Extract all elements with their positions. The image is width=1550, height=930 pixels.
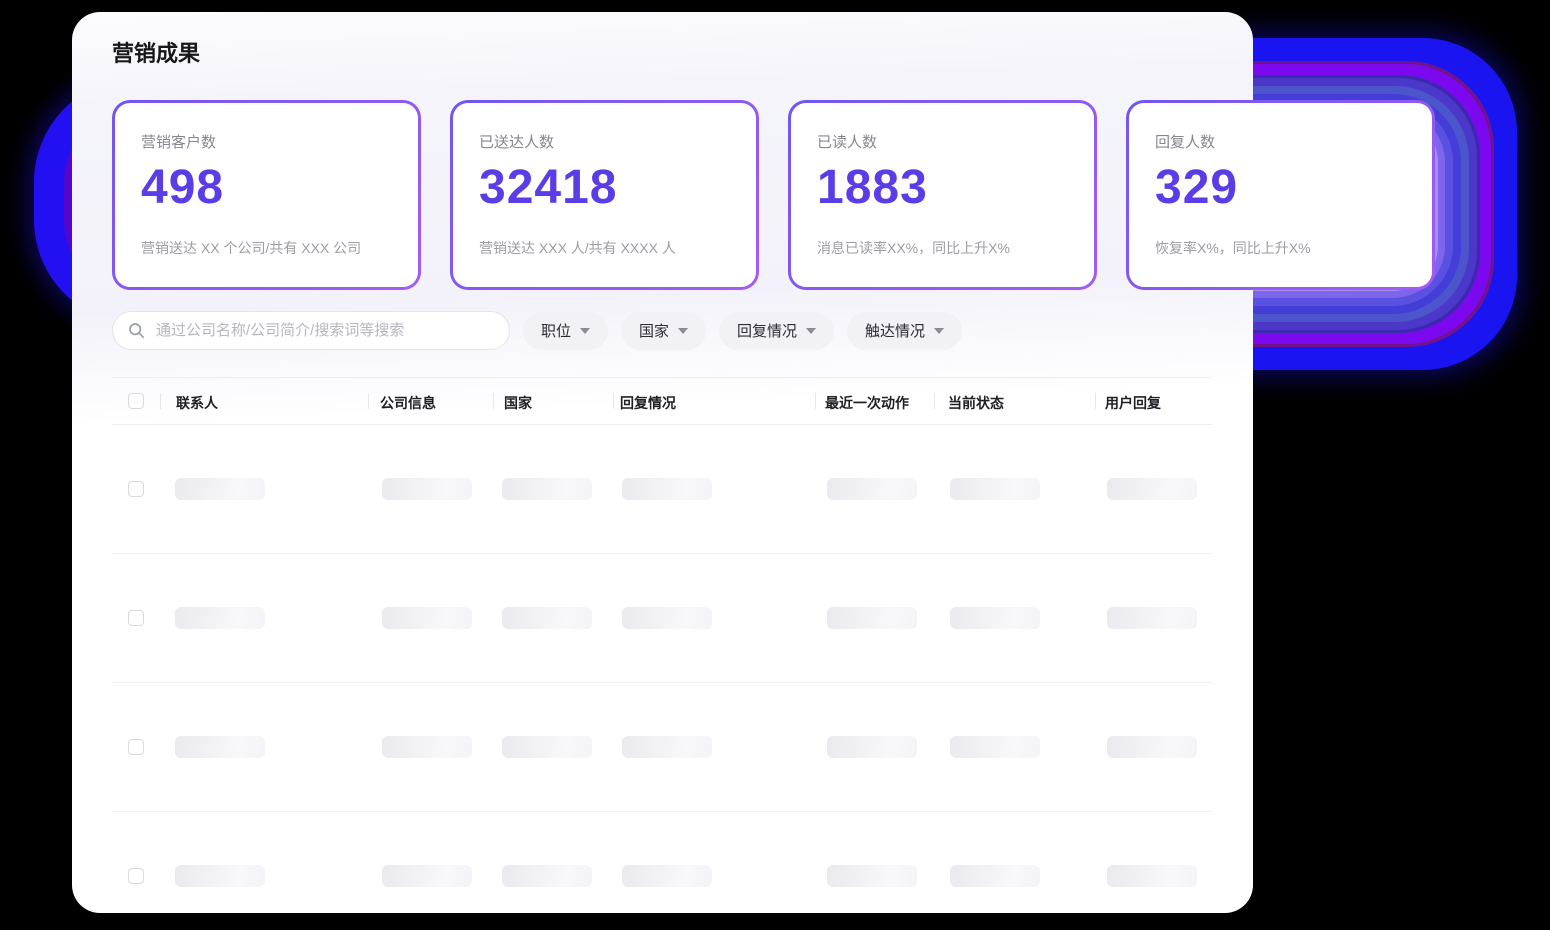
stat-desc: 恢复率X%，同比上升X% [1155,240,1311,256]
table-row [112,425,1212,554]
column-divider [613,393,614,409]
row-checkbox[interactable] [128,481,144,497]
filter-position-button[interactable]: 职位 [523,311,609,350]
stat-label: 营销客户数 [141,134,217,151]
chevron-down-icon [934,327,945,334]
stat-value: 498 [141,161,225,214]
skeleton-bar [1107,607,1197,629]
column-header-country: 国家 [504,395,532,411]
skeleton-bar [827,607,917,629]
search-box[interactable] [112,311,510,350]
stat-card-delivered: 已送达人数 32418 营销送达 XXX 人/共有 XXXX 人 [450,100,759,290]
skeleton-bar [175,478,265,500]
skeleton-bar [502,865,592,887]
stat-label: 回复人数 [1155,134,1216,151]
stat-value: 1883 [817,161,928,214]
column-header-contact: 联系人 [176,395,218,411]
skeleton-bar [1107,478,1197,500]
stat-card-marketing-customers: 营销客户数 498 营销送达 XX 个公司/共有 XXX 公司 [112,100,421,290]
contacts-table: 联系人 公司信息 国家 回复情况 最近一次动作 当前状态 用户回复 [112,377,1212,913]
filter-label: 职位 [541,323,572,340]
skeleton-bar [502,607,592,629]
skeleton-bar [382,865,472,887]
column-header-last-action: 最近一次动作 [825,395,909,411]
skeleton-bar [950,865,1040,887]
column-header-company: 公司信息 [380,395,436,411]
table-body [112,425,1212,913]
filter-label: 回复情况 [737,323,798,340]
filter-label: 国家 [639,323,670,340]
column-divider [493,393,494,409]
stat-desc: 营销送达 XX 个公司/共有 XXX 公司 [141,240,362,256]
stat-desc: 消息已读率XX%，同比上升X% [817,240,1010,256]
filter-country-button[interactable]: 国家 [621,311,707,350]
skeleton-bar [502,736,592,758]
skeleton-bar [622,478,712,500]
select-all-checkbox[interactable] [128,393,144,409]
skeleton-bar [827,478,917,500]
skeleton-bar [1107,865,1197,887]
skeleton-bar [502,478,592,500]
skeleton-bar [175,865,265,887]
column-divider [934,393,935,409]
stat-label: 已读人数 [817,134,878,151]
column-divider [815,393,816,409]
table-row [112,554,1212,683]
column-header-reply: 回复情况 [620,395,676,411]
row-checkbox[interactable] [128,868,144,884]
skeleton-bar [950,607,1040,629]
skeleton-bar [622,736,712,758]
filter-reply-status-button[interactable]: 回复情况 [719,311,835,350]
search-input[interactable] [154,321,494,340]
stat-value: 329 [1155,161,1239,214]
skeleton-bar [382,478,472,500]
column-divider [160,393,161,409]
skeleton-bar [1107,736,1197,758]
table-header: 联系人 公司信息 国家 回复情况 最近一次动作 当前状态 用户回复 [112,377,1212,425]
chevron-down-icon [580,327,591,334]
stat-desc: 营销送达 XXX 人/共有 XXXX 人 [479,240,676,256]
skeleton-bar [382,607,472,629]
row-checkbox[interactable] [128,610,144,626]
skeleton-bar [950,478,1040,500]
filter-label: 触达情况 [865,323,926,340]
skeleton-bar [827,865,917,887]
skeleton-bar [827,736,917,758]
column-divider [1095,393,1096,409]
filter-reach-status-button[interactable]: 触达情况 [847,311,963,350]
skeleton-bar [622,865,712,887]
skeleton-bar [175,607,265,629]
chevron-down-icon [806,327,817,334]
filter-toolbar: 职位 国家 回复情况 触达情况 [112,311,963,350]
skeleton-bar [950,736,1040,758]
stat-cards: 营销客户数 498 营销送达 XX 个公司/共有 XXX 公司 已送达人数 32… [112,100,1435,290]
row-checkbox[interactable] [128,739,144,755]
stat-label: 已送达人数 [479,134,555,151]
column-divider [368,393,369,409]
chevron-down-icon [678,327,689,334]
stat-value: 32418 [479,161,618,214]
search-icon [129,323,145,339]
column-header-user-reply: 用户回复 [1105,395,1161,411]
stat-card-replied: 回复人数 329 恢复率X%，同比上升X% [1126,100,1435,290]
page-title: 营销成果 [112,41,201,66]
table-row [112,812,1212,913]
table-row [112,683,1212,812]
skeleton-bar [382,736,472,758]
stat-card-read: 已读人数 1883 消息已读率XX%，同比上升X% [788,100,1097,290]
skeleton-bar [622,607,712,629]
skeleton-bar [175,736,265,758]
column-header-status: 当前状态 [948,395,1004,411]
